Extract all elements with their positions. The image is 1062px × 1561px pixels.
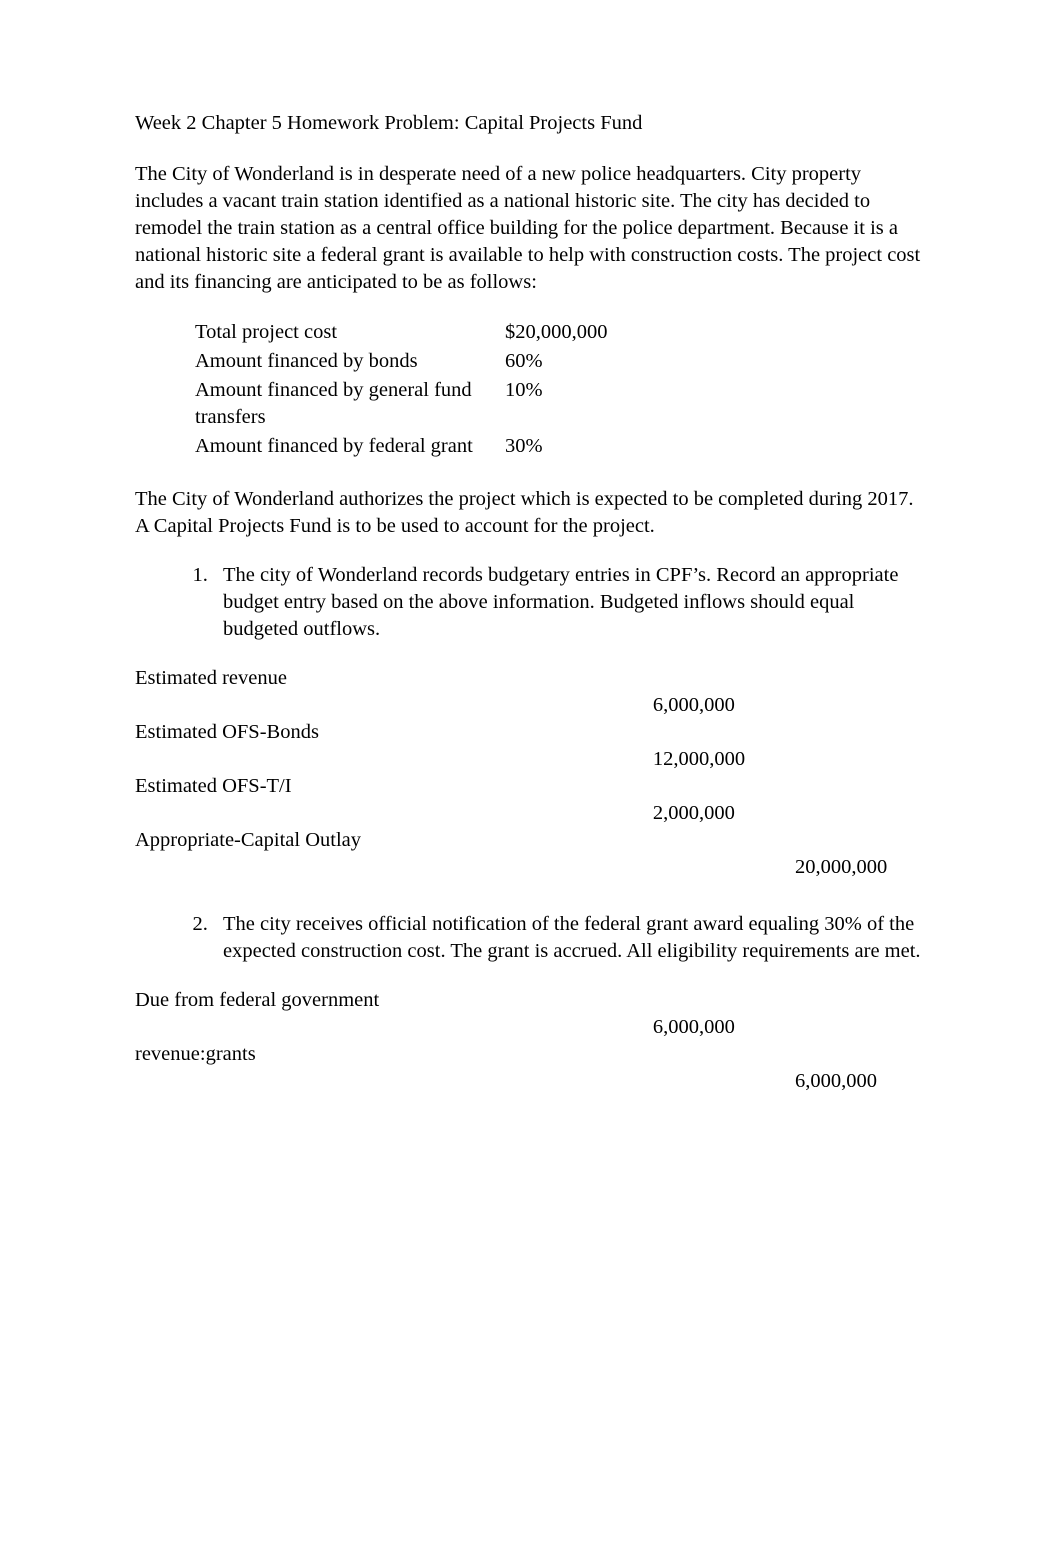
je-debit [653,719,795,746]
je-debit: 12,000,000 [653,746,795,773]
list-item: The city of Wonderland records budgetary… [213,562,927,643]
intro-paragraph: The City of Wonderland is in desperate n… [135,161,927,296]
je-row: 6,000,000 [135,1014,927,1041]
je-account [135,800,653,827]
table-row: Amount financed by bonds 60% [195,347,655,376]
je-debit [653,854,795,881]
je-debit [653,773,795,800]
page: Week 2 Chapter 5 Homework Problem: Capit… [0,0,1062,1205]
je-row: 6,000,000 [135,692,927,719]
je-credit [795,773,927,800]
je-debit: 6,000,000 [653,692,795,719]
table-row: Amount financed by federal grant 30% [195,432,655,461]
je-account: Estimated revenue [135,665,653,692]
je-debit [653,827,795,854]
je-row: Appropriate-Capital Outlay [135,827,927,854]
je-credit [795,719,927,746]
table-row: Amount financed by general fund transfer… [195,376,655,432]
je-credit [795,746,927,773]
je-account: Estimated OFS-Bonds [135,719,653,746]
financing-table: Total project cost $20,000,000 Amount fi… [195,318,655,461]
je-row: Estimated revenue [135,665,927,692]
je-row: Due from federal government [135,987,927,1014]
je-debit [653,1068,795,1095]
financing-label: Amount financed by general fund transfer… [195,376,505,432]
authorization-paragraph: The City of Wonderland authorizes the pr… [135,486,927,540]
je-credit [795,1014,927,1041]
financing-label: Total project cost [195,318,505,347]
je-credit [795,800,927,827]
financing-value: $20,000,000 [505,318,655,347]
je-credit [795,1041,927,1068]
numbered-list: The city receives official notification … [135,911,927,965]
financing-value: 60% [505,347,655,376]
je-account: revenue:grants [135,1041,653,1068]
je-debit: 2,000,000 [653,800,795,827]
je-account [135,692,653,719]
je-account [135,854,653,881]
je-row: 6,000,000 [135,1068,927,1095]
je-account [135,746,653,773]
je-credit [795,692,927,719]
je-row: 2,000,000 [135,800,927,827]
je-credit [795,827,927,854]
financing-value: 10% [505,376,655,432]
je-row: Estimated OFS-Bonds [135,719,927,746]
je-credit [795,987,927,1014]
je-row: Estimated OFS-T/I [135,773,927,800]
je-credit: 20,000,000 [795,854,927,881]
je-account: Due from federal government [135,987,653,1014]
je-account: Appropriate-Capital Outlay [135,827,653,854]
financing-value: 30% [505,432,655,461]
je-debit [653,987,795,1014]
page-title: Week 2 Chapter 5 Homework Problem: Capit… [135,110,927,137]
je-credit: 6,000,000 [795,1068,927,1095]
journal-entry-2: Due from federal government 6,000,000 re… [135,987,927,1095]
je-debit [653,665,795,692]
je-debit: 6,000,000 [653,1014,795,1041]
je-credit [795,665,927,692]
je-debit [653,1041,795,1068]
je-row: 20,000,000 [135,854,927,881]
je-account: Estimated OFS-T/I [135,773,653,800]
je-account [135,1068,653,1095]
financing-label: Amount financed by federal grant [195,432,505,461]
list-item: The city receives official notification … [213,911,927,965]
journal-entry-1: Estimated revenue 6,000,000 Estimated OF… [135,665,927,881]
numbered-list: The city of Wonderland records budgetary… [135,562,927,643]
table-row: Total project cost $20,000,000 [195,318,655,347]
financing-label: Amount financed by bonds [195,347,505,376]
je-row: 12,000,000 [135,746,927,773]
je-account [135,1014,653,1041]
je-row: revenue:grants [135,1041,927,1068]
